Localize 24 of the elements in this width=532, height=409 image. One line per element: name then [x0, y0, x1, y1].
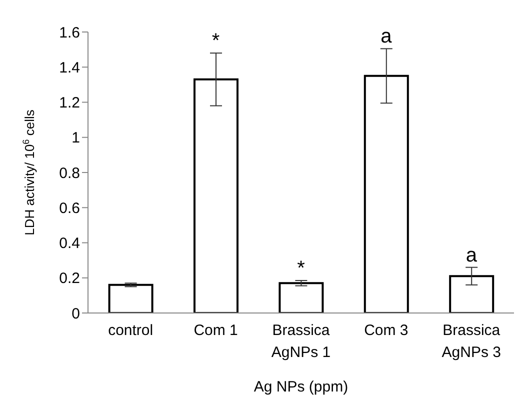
data-label: a — [466, 244, 478, 266]
x-tick-label: control — [108, 322, 154, 339]
y-tick-label: 1.6 — [59, 24, 80, 42]
bar — [194, 78, 238, 313]
data-label: * — [297, 258, 306, 280]
y-tick-label: 0.6 — [59, 200, 80, 217]
bar — [278, 282, 324, 313]
x-tick-label: Com 3 — [364, 322, 408, 339]
x-tick-label: Brassica AgNPs 1 — [271, 322, 331, 361]
x-tick-label: Brassica AgNPs 3 — [442, 322, 501, 361]
bar — [364, 74, 409, 313]
y-tick-label: 1 — [72, 130, 80, 147]
y-tick-label: 0.4 — [59, 235, 80, 252]
y-tick-label: 1.4 — [59, 59, 80, 76]
data-label: a — [380, 26, 393, 48]
bar — [449, 275, 494, 313]
data-label: * — [212, 30, 220, 52]
y-tick-label: 0.2 — [59, 270, 80, 288]
x-tick-label: Com 1 — [194, 322, 238, 339]
bar — [108, 284, 154, 313]
x-axis-title: Ag NPs (ppm) — [254, 378, 348, 396]
y-tick-label: 0 — [72, 305, 80, 322]
y-tick-label: 1.2 — [59, 94, 80, 112]
y-tick-label: 0.8 — [59, 164, 80, 182]
